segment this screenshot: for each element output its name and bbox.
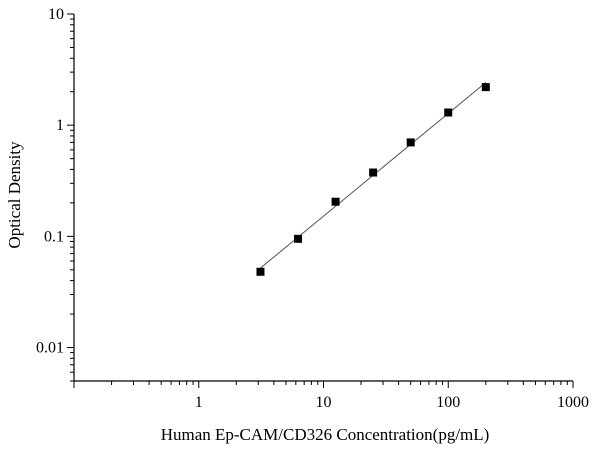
y-tick-label: 0.1 [44,228,64,245]
y-axis-title: Optical Density [5,141,24,249]
x-tick-label: 100 [436,394,460,411]
x-tick-label: 1000 [557,394,589,411]
data-point [256,267,265,276]
y-tick-label: 1 [56,117,64,134]
data-points [256,83,490,276]
y-tick-label: 10 [48,6,64,23]
data-point [331,197,340,206]
x-tick-label: 1 [195,394,203,411]
axes [73,14,573,382]
x-tick-label: 10 [316,394,332,411]
data-point [369,168,378,177]
data-point [294,234,303,243]
y-tick-label: 0.01 [36,340,64,357]
data-point [444,108,453,117]
data-point [406,138,415,147]
ticks: 1 10 100 1000 0.01 0.1 1 10 [36,6,589,411]
data-point [481,83,490,92]
x-axis-title: Human Ep-CAM/CD326 Concentration(pg/mL) [161,425,490,444]
